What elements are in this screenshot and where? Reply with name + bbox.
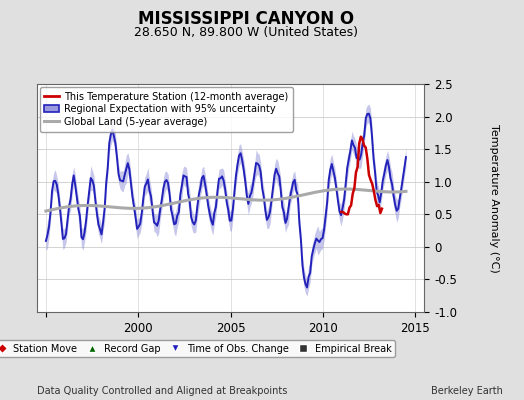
Text: MISSISSIPPI CANYON O: MISSISSIPPI CANYON O — [138, 10, 354, 28]
Text: 28.650 N, 89.800 W (United States): 28.650 N, 89.800 W (United States) — [134, 26, 358, 39]
Text: Berkeley Earth: Berkeley Earth — [431, 386, 503, 396]
Y-axis label: Temperature Anomaly (°C): Temperature Anomaly (°C) — [489, 124, 499, 272]
Legend: Station Move, Record Gap, Time of Obs. Change, Empirical Break: Station Move, Record Gap, Time of Obs. C… — [0, 340, 396, 358]
Text: Data Quality Controlled and Aligned at Breakpoints: Data Quality Controlled and Aligned at B… — [37, 386, 287, 396]
